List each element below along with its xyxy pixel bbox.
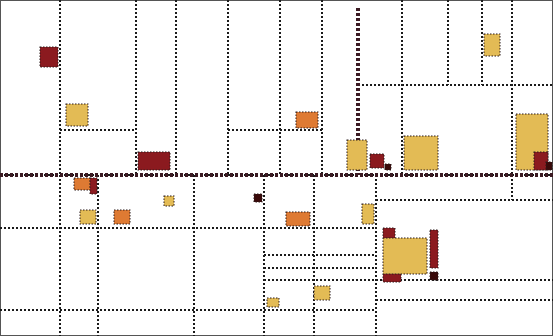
yellow-block bbox=[313, 285, 331, 301]
orange-block bbox=[295, 111, 319, 129]
red-block bbox=[533, 151, 549, 171]
yellow-block bbox=[382, 237, 428, 275]
dark-block bbox=[384, 163, 392, 171]
orange-block bbox=[285, 211, 311, 227]
orange-block bbox=[113, 209, 131, 225]
orange-block bbox=[73, 177, 91, 191]
colored-blocks bbox=[39, 33, 553, 308]
red-block bbox=[369, 153, 385, 169]
red-block bbox=[137, 151, 171, 171]
yellow-block bbox=[346, 139, 368, 171]
red-block bbox=[382, 227, 396, 239]
dark-block bbox=[545, 161, 553, 171]
red-block bbox=[39, 46, 59, 68]
yellow-block bbox=[266, 297, 280, 308]
dark-block bbox=[429, 271, 439, 281]
red-block bbox=[89, 177, 98, 195]
red-block bbox=[382, 273, 402, 283]
yellow-block bbox=[403, 135, 439, 171]
yellow-block bbox=[163, 195, 175, 207]
yellow-block bbox=[361, 203, 375, 225]
red-block bbox=[429, 229, 439, 269]
yellow-block bbox=[483, 33, 501, 57]
yellow-block bbox=[65, 103, 89, 127]
dark-block bbox=[253, 193, 263, 203]
yellow-block bbox=[79, 209, 97, 225]
